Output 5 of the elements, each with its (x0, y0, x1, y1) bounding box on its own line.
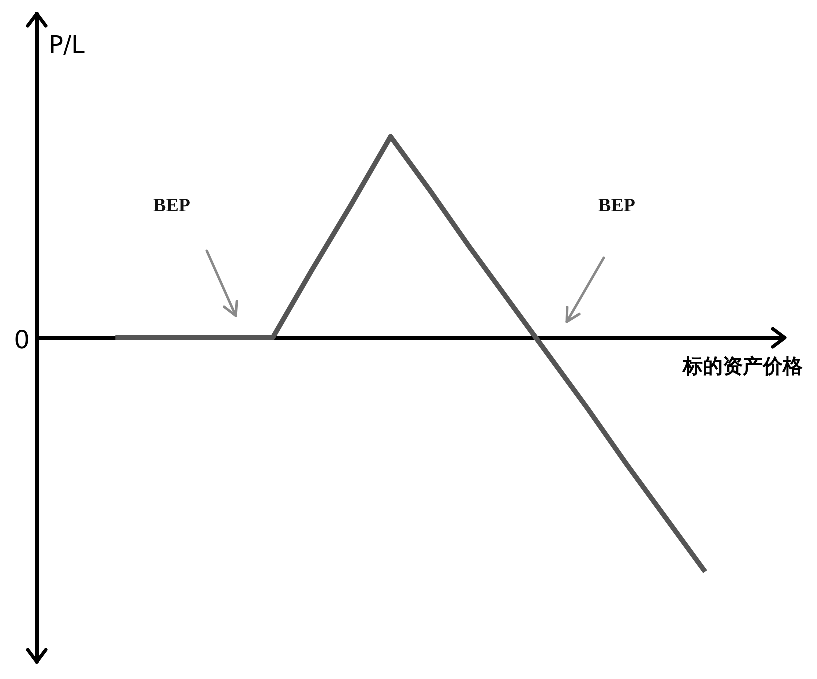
y-axis-title: P/L (49, 31, 86, 59)
annotation: BEP (154, 196, 191, 216)
text: 0 (14, 326, 30, 354)
annotation: BEP (598, 196, 636, 216)
x-axis-title: 标的资产价格 (682, 354, 804, 378)
